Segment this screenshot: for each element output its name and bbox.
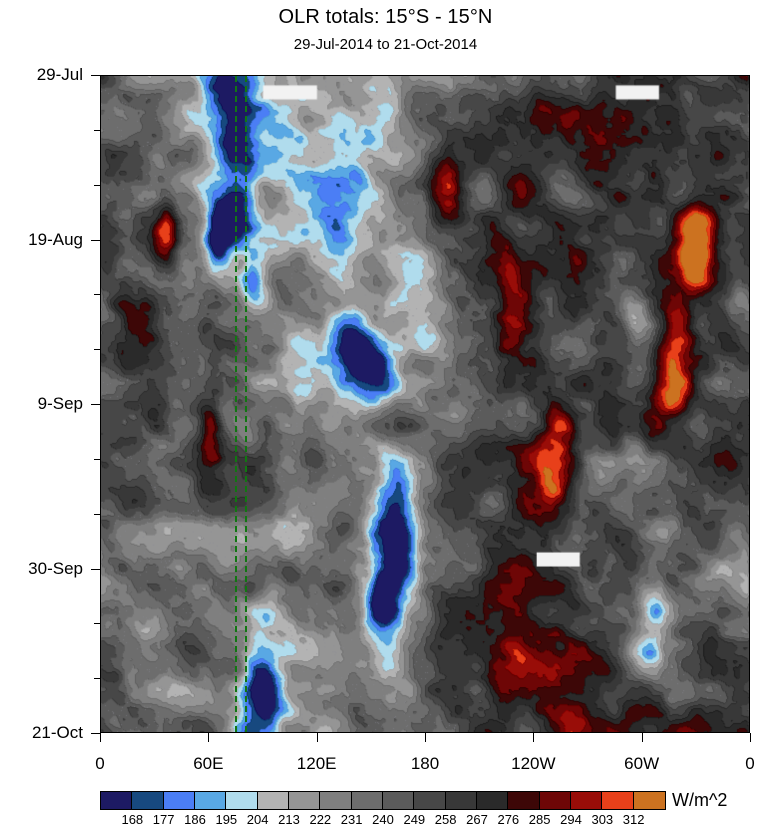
colorbar-tick-label: 240 bbox=[372, 812, 394, 827]
y-axis-tick-label: 29-Jul bbox=[36, 65, 83, 84]
colorbar-tick-label: 276 bbox=[497, 812, 520, 827]
x-axis-tick bbox=[316, 733, 318, 742]
colorbar-units-label: W/m^2 bbox=[672, 790, 728, 810]
x-axis-tick bbox=[750, 733, 751, 742]
y-axis-minor-tick bbox=[94, 678, 100, 680]
colorbar-swatch[interactable] bbox=[539, 792, 571, 809]
y-axis-minor-tick bbox=[94, 623, 100, 625]
colorbar-tick-label: 195 bbox=[215, 812, 238, 827]
colorbar-swatch[interactable] bbox=[508, 792, 540, 809]
x-axis-tick bbox=[641, 733, 643, 742]
y-axis-minor-tick bbox=[94, 513, 100, 515]
colorbar-swatch[interactable] bbox=[163, 792, 195, 809]
colorbar-swatch[interactable] bbox=[414, 792, 446, 809]
colorbar-swatch[interactable] bbox=[320, 792, 352, 809]
x-axis-tick-label: 120W bbox=[511, 754, 556, 773]
x-axis-tick-label: 0 bbox=[95, 754, 105, 773]
y-axis-tick-label: 19-Aug bbox=[28, 229, 83, 249]
page-title: OLR totals: 15°S - 15°N bbox=[278, 6, 493, 28]
y-axis-tick bbox=[91, 239, 100, 241]
y-axis-minor-tick bbox=[94, 184, 100, 186]
y-axis-minor-tick bbox=[94, 294, 100, 296]
colorbar-tick-label: 294 bbox=[560, 812, 582, 827]
colorbar-swatch[interactable] bbox=[101, 792, 133, 809]
colorbar-tick-label: 231 bbox=[340, 812, 363, 827]
colorbar-tick-label: 222 bbox=[309, 812, 332, 827]
plot-area[interactable] bbox=[100, 75, 750, 733]
colorbar-tick-label: 312 bbox=[622, 812, 645, 827]
x-axis-tick bbox=[425, 733, 426, 742]
x-axis-tick bbox=[100, 733, 101, 742]
x-axis-tick bbox=[208, 733, 210, 742]
colorbar-tick-label: 303 bbox=[591, 812, 614, 827]
colorbar-swatch[interactable] bbox=[257, 792, 289, 809]
colorbar-tick-label: 258 bbox=[434, 812, 457, 827]
colorbar-swatch[interactable] bbox=[351, 792, 383, 809]
y-axis-minor-tick bbox=[94, 129, 100, 131]
colorbar-swatch[interactable] bbox=[602, 792, 634, 809]
colorbar-swatch[interactable] bbox=[132, 792, 164, 809]
colorbar-swatch[interactable] bbox=[194, 792, 227, 809]
colorbar-tick-label: 249 bbox=[403, 812, 426, 827]
y-axis-tick bbox=[91, 733, 100, 734]
colorbar-tick-label: 186 bbox=[184, 812, 206, 827]
colorbar-swatch[interactable] bbox=[570, 792, 603, 809]
x-axis-tick-label: 60W bbox=[624, 754, 660, 773]
colorbar-tick-label: 204 bbox=[246, 812, 269, 827]
olr-heatmap-canvas bbox=[101, 76, 749, 732]
y-axis-tick-label: 9-Sep bbox=[37, 394, 83, 413]
chart-subtitle: 29-Jul-2014 to 21-Oct-2014 bbox=[293, 36, 478, 53]
y-axis-tick bbox=[91, 75, 100, 76]
colorbar-tick-label: 177 bbox=[152, 812, 175, 827]
colorbar-swatch[interactable] bbox=[633, 792, 665, 809]
x-axis-tick bbox=[533, 733, 535, 742]
y-axis-tick-label: 21-Oct bbox=[31, 723, 83, 742]
colorbar-tick-label: 267 bbox=[466, 812, 488, 827]
colorbar-swatch[interactable] bbox=[288, 792, 321, 809]
x-axis-tick-label: 180 bbox=[410, 754, 440, 773]
colorbar[interactable] bbox=[100, 791, 666, 810]
y-axis-tick bbox=[91, 568, 100, 570]
colorbar-tick-labels: 168 177 186 195 204 213 222 231 240 249 258 267 276 2… bbox=[0, 812, 771, 830]
y-axis-minor-tick bbox=[94, 349, 100, 351]
colorbar-swatch[interactable] bbox=[476, 792, 509, 809]
colorbar-swatch[interactable] bbox=[226, 792, 258, 809]
y-axis-tick-label: 30-Sep bbox=[28, 558, 83, 578]
y-axis-tick bbox=[91, 404, 100, 405]
x-axis-tick-label: 0 bbox=[745, 754, 755, 773]
colorbar-tick-label: 285 bbox=[528, 812, 551, 827]
colorbar-swatch[interactable] bbox=[445, 792, 477, 809]
y-axis-minor-tick bbox=[94, 458, 100, 460]
x-axis-tick-label: 120E bbox=[296, 754, 337, 773]
colorbar-tick-label: 213 bbox=[278, 812, 300, 827]
colorbar-swatch[interactable] bbox=[382, 792, 415, 809]
x-axis-tick-label: 60E bbox=[193, 754, 224, 773]
colorbar-tick-label: 168 bbox=[121, 812, 144, 827]
